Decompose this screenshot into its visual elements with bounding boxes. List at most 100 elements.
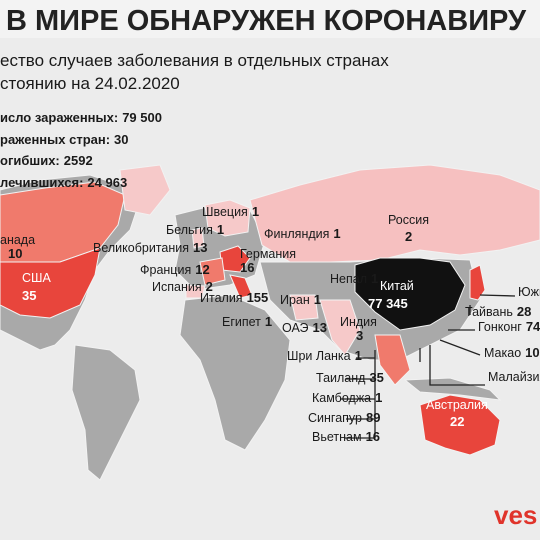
country-name: Камбоджа (312, 391, 371, 405)
world-map (0, 164, 540, 481)
country-label: Малайзия2 (488, 369, 540, 384)
leader-lines (340, 350, 376, 439)
country-label: Сингапур 89 (308, 410, 380, 425)
country-name: Тайвань (465, 305, 513, 319)
country-label: Гонконг 74 (478, 319, 540, 334)
country-value: 10 (525, 345, 539, 360)
stat-value: 24 963 (87, 175, 127, 190)
country-value: 16 (240, 260, 254, 275)
country-label: Камбоджа 1 (312, 390, 382, 405)
country-value: 1 (217, 222, 224, 237)
country-name: ОАЭ (282, 321, 309, 335)
stat-value: 2592 (64, 153, 93, 168)
country-value: 1 (355, 348, 362, 363)
country-name: Южн (518, 285, 540, 299)
stat-label: раженных стран: (0, 132, 110, 147)
india (319, 299, 361, 356)
country-name: Австралия (426, 398, 488, 412)
country-name: Сингапур (308, 411, 362, 425)
country-value: 77 345 (368, 296, 408, 311)
country-value: 2 (405, 229, 412, 244)
country-name: Франция (140, 263, 191, 277)
country-value: 1 (371, 271, 378, 286)
country-name: Малайзия (488, 370, 540, 384)
subtitle: ество случаев заболевания в отдельных ст… (0, 51, 389, 70)
country-value: 35 (369, 370, 383, 385)
country-value: 155 (247, 290, 269, 305)
country-value: 2 (206, 279, 213, 294)
stat-label: лечившихся: (0, 175, 83, 190)
country-value: 1 (375, 390, 382, 405)
country-label: Непал 1 (330, 271, 378, 286)
country-label: Бельгия 1 (166, 222, 224, 237)
uk (191, 227, 205, 249)
country-value: 1 (333, 226, 340, 241)
country-value: 74 (526, 319, 540, 334)
country-value: 1 (252, 204, 259, 219)
spain (185, 284, 206, 299)
country-name: США (22, 271, 51, 285)
country-value: 12 (195, 262, 209, 277)
country-name: анада (0, 233, 35, 247)
logo: ves (494, 500, 537, 530)
usa (0, 247, 101, 319)
country-label: Франция 12 (140, 262, 210, 277)
country-name: Россия (388, 213, 429, 227)
indochina (374, 334, 411, 386)
country-label: Тайвань 28 (465, 304, 531, 319)
stat-line: исло зараженных: 79 500 (0, 110, 162, 125)
indonesia (403, 377, 502, 401)
country-label: Великобритания 13 (93, 240, 207, 255)
country-value: 10 (8, 246, 22, 261)
country-name: Бельгия (166, 223, 213, 237)
country-name: Испания (152, 280, 202, 294)
stat-value: 79 500 (122, 110, 162, 125)
country-label: ОАЭ 13 (282, 320, 327, 335)
country-value: 13 (313, 320, 327, 335)
country-value: 28 (517, 304, 531, 319)
stat-line: огибших: 2592 (0, 153, 93, 168)
country-label: Макао 10 (484, 345, 540, 360)
country-value: 3 (356, 328, 363, 343)
country-value: 89 (366, 410, 380, 425)
country-label: Шри Ланка 1 (287, 348, 362, 363)
leader-lines-east (419, 294, 516, 386)
australia (419, 394, 501, 456)
stat-label: исло зараженных: (0, 110, 118, 125)
country-label: Швеция 1 (202, 204, 259, 219)
china (354, 257, 466, 331)
country-name: Шри Ланка (287, 349, 351, 363)
country-value: 22 (450, 414, 464, 429)
country-label: Вьетнам 16 (312, 429, 380, 444)
country-name: Италия (200, 291, 243, 305)
country-value: 1 (265, 314, 272, 329)
country-value: 13 (193, 240, 207, 255)
country-name: Индия (340, 315, 377, 329)
title: В МИРЕ ОБНАРУЖЕН КОРОНАВИРУ (6, 5, 527, 37)
country-label: Таиланд 35 (316, 370, 384, 385)
country-name: Великобритания (93, 241, 189, 255)
greenland (119, 164, 171, 216)
south-america (71, 344, 141, 481)
country-name: Гонконг (478, 320, 522, 334)
stats: исло зараженных: 79 500 раженных стран: 30 о… (0, 110, 162, 190)
country-name: Финляндия (264, 227, 329, 241)
country-name: Непал (330, 272, 367, 286)
country-name: Египет (222, 315, 261, 329)
stat-label: огибших: (0, 153, 60, 168)
country-value: 16 (366, 429, 380, 444)
country-label: Финляндия 1 (264, 226, 341, 241)
country-value: 35 (22, 288, 36, 303)
stat-value: 30 (114, 132, 128, 147)
country-name: Макао (484, 346, 521, 360)
africa (179, 294, 291, 451)
country-label: Испания 2 (152, 279, 213, 294)
scandinavia (204, 199, 251, 237)
france (199, 257, 226, 286)
country-label: Египет 1 (222, 314, 272, 329)
country-name: Швеция (202, 205, 248, 219)
country-name: Таиланд (316, 371, 366, 385)
country-value: 1 (314, 292, 321, 307)
